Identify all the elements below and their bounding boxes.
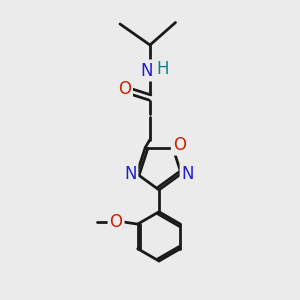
Text: N: N bbox=[182, 165, 194, 183]
Text: O: O bbox=[110, 213, 123, 231]
Text: N: N bbox=[124, 165, 136, 183]
Text: O: O bbox=[173, 136, 186, 154]
Text: H: H bbox=[156, 60, 169, 78]
Text: N: N bbox=[140, 61, 153, 80]
Text: O: O bbox=[118, 80, 131, 98]
